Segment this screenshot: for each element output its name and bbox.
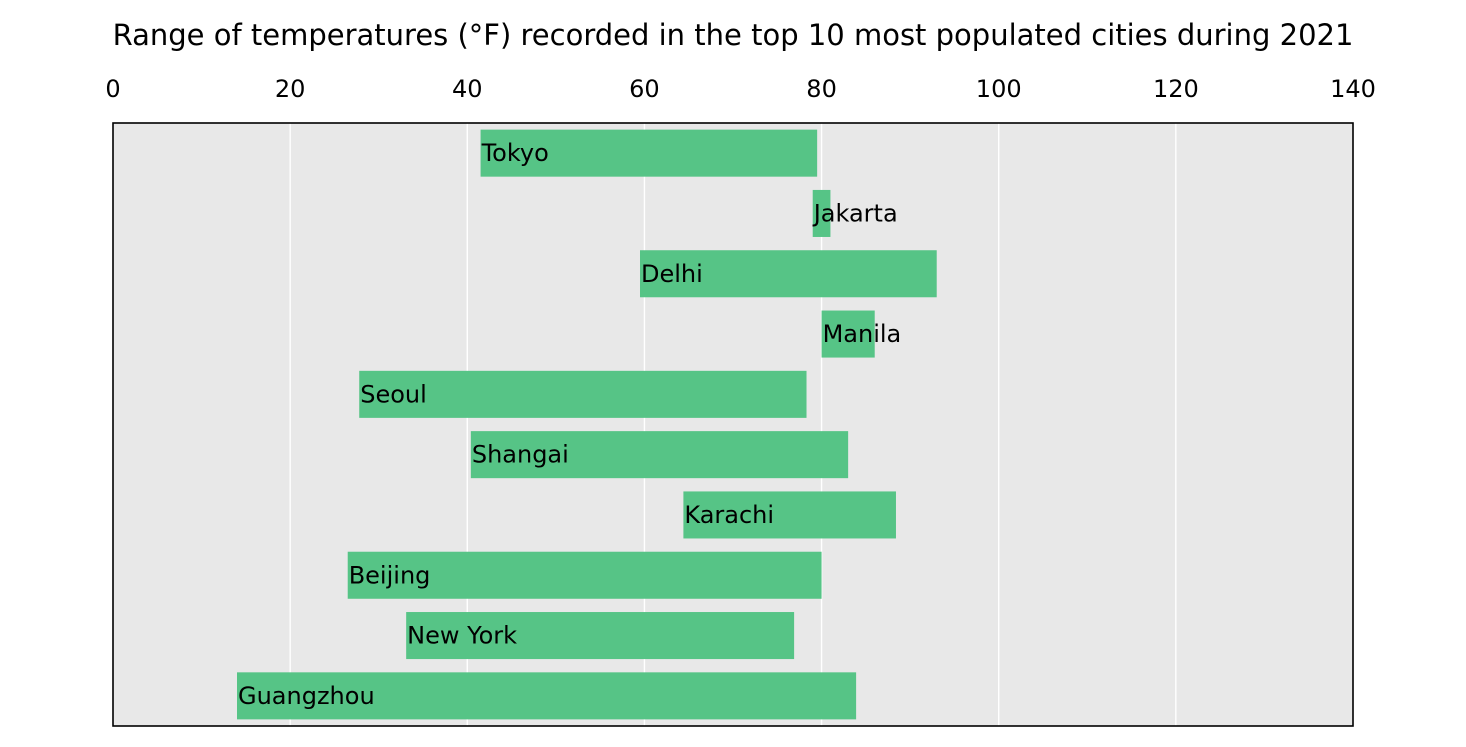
bar-label: New York — [407, 622, 517, 650]
bar-label: Tokyo — [481, 139, 549, 167]
bar-shangai — [470, 431, 849, 479]
x-tick-label: 0 — [105, 75, 120, 103]
bar-label: Manila — [823, 320, 902, 348]
x-tick-label: 20 — [275, 75, 306, 103]
chart-title: Range of temperatures (°F) recorded in t… — [113, 18, 1354, 52]
plot-frame — [112, 122, 1354, 727]
x-tick-label: 140 — [1330, 75, 1376, 103]
x-tick-label: 40 — [452, 75, 483, 103]
x-tick-label: 80 — [806, 75, 837, 103]
x-tick-label: 120 — [1153, 75, 1199, 103]
bar-label: Shangai — [472, 441, 569, 469]
bar-tokyo — [480, 129, 818, 177]
bar-seoul — [359, 370, 807, 418]
bar-manila — [821, 310, 875, 358]
x-tick-label: 60 — [629, 75, 660, 103]
bar-label: Delhi — [641, 260, 703, 288]
bar-label: Guangzhou — [238, 682, 375, 710]
bar-beijing — [347, 551, 822, 599]
bar-label: Beijing — [349, 561, 431, 589]
bars-group: Tokyo Jakarta Delhi Manila Seoul Shangai Karac… — [237, 129, 937, 720]
x-axis-ticks: 0 20 40 60 80 100 120 140 — [105, 75, 1376, 103]
bar-delhi — [640, 250, 937, 298]
bar-jakarta — [812, 189, 831, 237]
bar-label: Jakarta — [812, 199, 898, 227]
bar-karachi — [683, 491, 896, 539]
bar-guangzhou — [237, 672, 857, 720]
x-tick-label: 100 — [976, 75, 1022, 103]
bar-label: Karachi — [684, 501, 774, 529]
bar-label: Seoul — [360, 380, 427, 408]
bar-new-york — [406, 612, 795, 660]
